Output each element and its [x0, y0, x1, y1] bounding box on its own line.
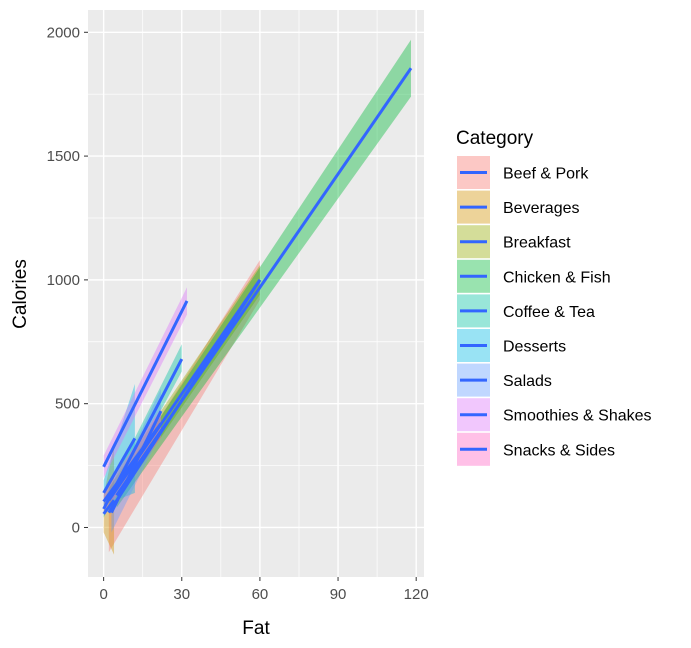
- x-axis-title: Fat: [242, 618, 270, 639]
- x-tick-label: 120: [404, 586, 429, 603]
- legend-label-snacks-sides: Snacks & Sides: [503, 442, 615, 459]
- y-tick-label: 1500: [47, 148, 80, 165]
- y-tick-label: 2000: [47, 24, 80, 41]
- fit-line-salads: [110, 410, 163, 514]
- legend-label-chicken-fish: Chicken & Fish: [503, 269, 611, 286]
- fit-line-desserts: [102, 437, 137, 494]
- legend-label-breakfast: Breakfast: [503, 235, 571, 252]
- fit-line-snacks-sides: [102, 422, 163, 503]
- fit-line-beverages: [102, 499, 116, 515]
- fit-line-smoothies-shakes: [102, 300, 189, 468]
- y-tick-label: 1000: [47, 272, 80, 289]
- legend-label-beverages: Beverages: [503, 200, 580, 217]
- y-tick-label: 0: [72, 519, 80, 536]
- legend-label-coffee-tea: Coffee & Tea: [503, 304, 595, 321]
- grid: [88, 10, 424, 577]
- axes: 0 30 60 90 120 0 500 1000 1500 2000: [47, 24, 429, 603]
- legend-label-beef-pork: Beef & Pork: [503, 166, 589, 183]
- fit-lines: [102, 67, 413, 515]
- y-tick-label: 500: [55, 396, 80, 413]
- legend-title: Category: [456, 128, 534, 149]
- legend-label-salads: Salads: [503, 373, 552, 390]
- x-tick-label: 90: [330, 586, 347, 603]
- x-tick-label: 60: [252, 586, 269, 603]
- y-axis-title: Calories: [10, 259, 31, 329]
- x-tick-label: 0: [99, 586, 107, 603]
- fit-line-chicken-fish: [115, 67, 413, 497]
- legend-label-desserts: Desserts: [503, 339, 566, 356]
- legend: Category Beef & Pork Beverages Breakfast Ch…: [456, 128, 652, 466]
- legend-label-smoothies-shakes: Smoothies & Shakes: [503, 408, 652, 425]
- x-tick-label: 30: [173, 586, 190, 603]
